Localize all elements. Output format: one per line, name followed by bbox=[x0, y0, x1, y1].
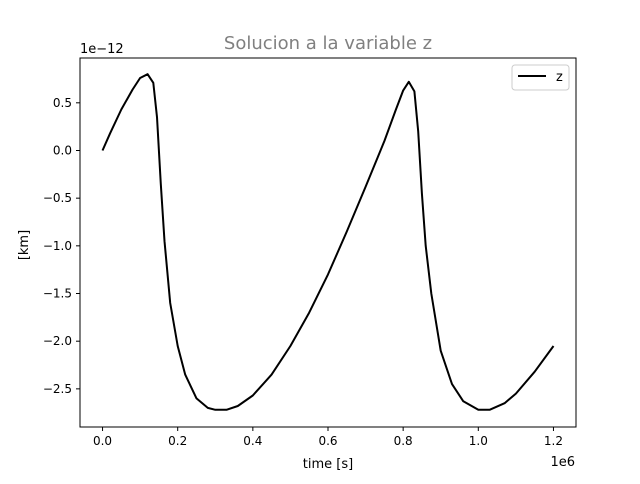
chart-title: Solucion a la variable z bbox=[224, 33, 432, 54]
y-tick-label: −0.5 bbox=[43, 191, 72, 205]
x-axis-offset-label: 1e6 bbox=[550, 455, 575, 470]
y-tick-label: −2.0 bbox=[43, 334, 72, 348]
x-tick-label: 0.8 bbox=[394, 434, 413, 448]
series-line-z bbox=[101, 73, 555, 411]
x-tick-label: 0.0 bbox=[93, 434, 112, 448]
y-tick-label: 0.5 bbox=[53, 96, 72, 110]
x-axis-label: time [s] bbox=[303, 457, 353, 472]
y-tick-label: −1.5 bbox=[43, 287, 72, 301]
legend-box bbox=[511, 64, 570, 91]
y-axis-offset-label: 1e−12 bbox=[80, 42, 124, 57]
legend-label: z bbox=[556, 70, 563, 85]
y-tick-label: 0.0 bbox=[53, 143, 72, 157]
axis-ticks: 0.0 0.2 0.4 0.6 0.8 1.0 1.2 0.5 0.0 −0.5 −1.0 −1.5 −… bbox=[43, 96, 563, 448]
y-tick-label: −1.0 bbox=[43, 239, 72, 253]
x-tick-label: 0.2 bbox=[168, 434, 187, 448]
y-axis-label: [km] bbox=[17, 230, 32, 260]
x-tick-label: 0.6 bbox=[318, 434, 337, 448]
x-tick-label: 1.2 bbox=[544, 434, 563, 448]
legend: z bbox=[511, 64, 570, 91]
x-tick-label: 0.4 bbox=[243, 434, 262, 448]
x-tick-label: 1.0 bbox=[469, 434, 488, 448]
y-tick-label: −2.5 bbox=[43, 382, 72, 396]
